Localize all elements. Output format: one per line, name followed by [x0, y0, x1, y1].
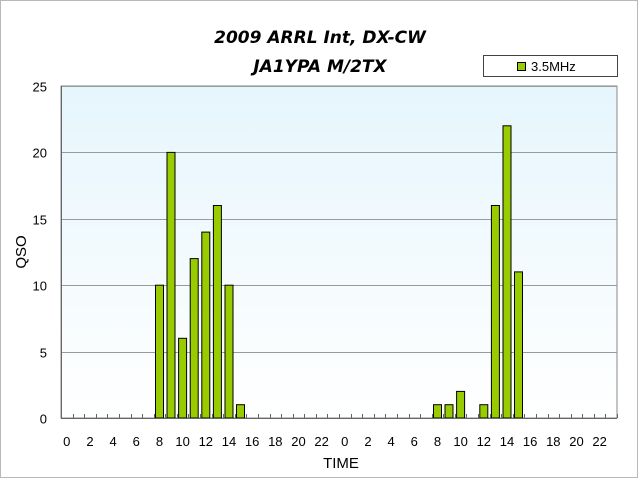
x-tick-label: 10	[175, 434, 189, 449]
axes	[61, 86, 618, 419]
bar	[433, 404, 442, 419]
bar	[166, 151, 176, 419]
bar	[224, 284, 234, 419]
chart-subtitle: JA1YPA M/2TX	[253, 57, 387, 77]
bar	[479, 404, 489, 419]
x-tick-label: 6	[411, 434, 418, 449]
bar	[201, 231, 211, 419]
x-tick-label: 6	[133, 434, 140, 449]
bar	[178, 337, 188, 419]
x-tick-labels: 0 2 4 6 8 10 12 14 16 18 20 22 0 2 4 6 8 10 12 14 16 18 20 22	[63, 434, 607, 449]
gridlines	[61, 86, 617, 353]
bar	[456, 390, 466, 419]
x-tick-label: 16	[245, 434, 259, 449]
y-tick-label: 5	[40, 346, 47, 361]
x-tick-label: 0	[341, 434, 348, 449]
x-tick-label: 4	[109, 434, 116, 449]
chart-title: 2009 ARRL Int, DX-CW	[214, 28, 426, 48]
x-tick-label: 22	[592, 434, 606, 449]
plot-area	[60, 85, 618, 419]
bar	[444, 404, 454, 419]
legend: 3.5MHz	[483, 55, 618, 77]
bar	[514, 271, 523, 419]
bar	[212, 205, 222, 419]
bar	[490, 205, 500, 419]
y-tick-label: 15	[33, 213, 47, 228]
x-tick-label: 18	[268, 434, 282, 449]
y-tick-label: 25	[33, 80, 47, 95]
x-tick-label: 2	[86, 434, 93, 449]
y-axis-label: QSO	[13, 235, 30, 268]
x-tick-label: 16	[523, 434, 537, 449]
x-axis-label: TIME	[323, 455, 359, 472]
x-tick-label: 0	[63, 434, 70, 449]
x-tick-label: 20	[291, 434, 305, 449]
x-tick-label: 14	[222, 434, 236, 449]
x-tick-label: 18	[546, 434, 560, 449]
x-tick-label: 2	[364, 434, 371, 449]
x-tick-label: 22	[314, 434, 328, 449]
bar	[155, 284, 164, 419]
x-tick-label: 20	[569, 434, 583, 449]
x-tick-label: 4	[387, 434, 394, 449]
legend-swatch	[517, 62, 526, 71]
y-tick-label: 10	[33, 279, 47, 294]
legend-label: 3.5MHz	[531, 59, 576, 74]
x-tick-label: 12	[477, 434, 491, 449]
y-tick-label: 0	[40, 412, 47, 427]
bar	[236, 404, 245, 419]
x-tick-label: 8	[156, 434, 163, 449]
y-tick-label: 20	[33, 146, 47, 161]
x-tick-label: 12	[199, 434, 213, 449]
x-tick-label: 14	[500, 434, 514, 449]
y-tick-labels: 0 5 10 15 20 25	[33, 80, 47, 427]
x-tick-label: 10	[453, 434, 467, 449]
bar	[189, 258, 199, 419]
bar	[502, 125, 512, 419]
x-tick-label: 8	[434, 434, 441, 449]
